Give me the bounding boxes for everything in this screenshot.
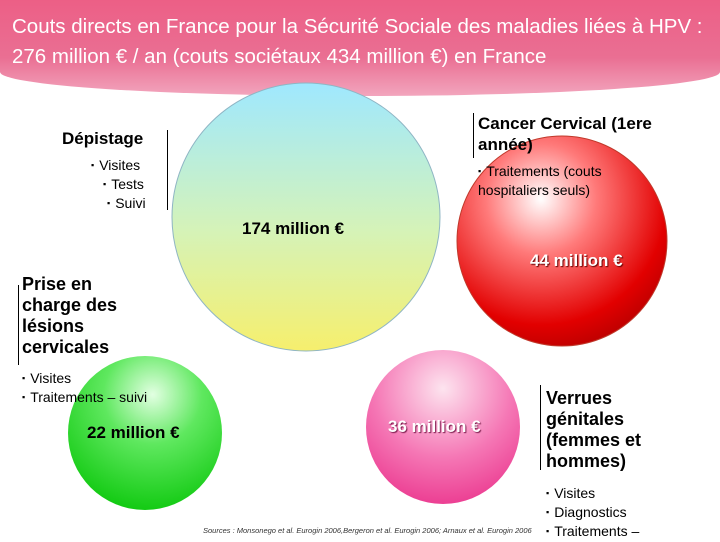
title-banner	[0, 0, 720, 96]
verrues-items: Visites Diagnostics Traitements –	[546, 485, 716, 542]
lesions-bracket	[18, 285, 19, 365]
verrues-item: Visites	[546, 485, 716, 504]
verrues-item: Traitements –	[546, 523, 716, 542]
source-note: Sources : Monsonego et al. Eurogin 2006,…	[203, 526, 532, 535]
depistage-heading: Dépistage	[62, 129, 144, 148]
cancer-heading: Cancer Cervical (1ere année)	[478, 114, 652, 154]
depistage-item: Suivi	[107, 195, 145, 214]
lesions-heading: Prise en charge des lésions cervicales	[22, 274, 118, 357]
lesions-items: Visites Traitements – suivi	[22, 370, 152, 408]
cancer-item: Traitements (couts hospitaliers seuls)	[478, 163, 648, 199]
cancer-bracket	[473, 113, 474, 158]
lesions-amount: 22 million €	[87, 423, 180, 442]
depistage-item: Visites	[91, 157, 146, 176]
depistage-bracket	[167, 130, 168, 210]
verrues-bracket	[540, 385, 541, 470]
lesions-item: Traitements – suivi	[22, 389, 152, 408]
depistage-items: Visites Tests Suivi	[91, 157, 146, 214]
verrues-item: Diagnostics	[546, 504, 716, 523]
page-title: Couts directs en France pour la Sécurité…	[12, 15, 703, 68]
cancer-amount: 44 million €	[530, 251, 623, 270]
verrues-heading: Verrues génitales (femmes et hommes)	[546, 388, 642, 471]
lesions-item: Visites	[22, 370, 152, 389]
depistage-bubble	[171, 82, 441, 352]
depistage-amount: 174 million €	[242, 219, 345, 238]
depistage-item: Tests	[103, 176, 146, 195]
verrues-amount: 36 million €	[388, 417, 481, 436]
verrues-bubble	[366, 350, 520, 504]
cancer-items: Traitements (couts hospitaliers seuls)	[478, 163, 648, 199]
